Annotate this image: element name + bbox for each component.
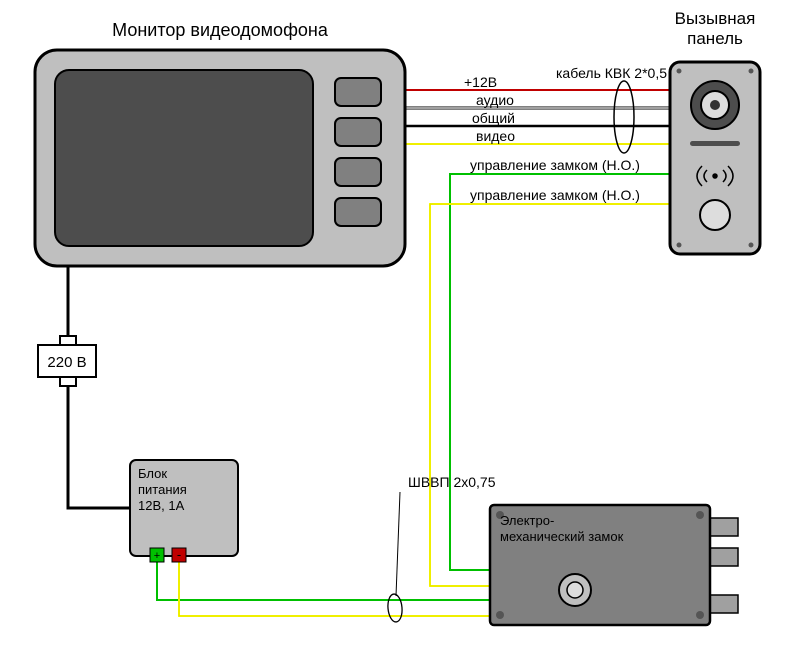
wire-psu-minus	[179, 562, 490, 616]
lock-label-2: механический замок	[500, 529, 624, 544]
lock-bolt-1	[710, 518, 738, 536]
shvvp-label: ШВВП 2х0,75	[408, 474, 496, 490]
lock-bolt-2	[710, 548, 738, 566]
monitor-button-3	[335, 158, 381, 186]
monitor-button-1	[335, 78, 381, 106]
panel-screw-tr	[749, 69, 754, 74]
monitor-button-4	[335, 198, 381, 226]
lock-bolt-3	[710, 595, 738, 613]
psu-minus-sign: -	[177, 547, 181, 562]
cable-shvvp-marker	[387, 593, 403, 622]
label-lock-ctrl-2: управление замком (Н.О.)	[470, 187, 640, 203]
label-video: видео	[476, 128, 515, 144]
speaker-slot	[690, 141, 740, 146]
psu-label-1: Блок	[138, 466, 167, 481]
cable-kvk-marker	[614, 81, 634, 153]
lock-screw-bl	[496, 611, 504, 619]
wire-psu-minus-edge	[179, 562, 490, 616]
camera-pupil	[710, 100, 720, 110]
lock-screw-br	[696, 611, 704, 619]
call-panel	[670, 62, 760, 254]
monitor-button-2	[335, 118, 381, 146]
panel-screw-br	[749, 243, 754, 248]
wire-psu-plus	[157, 562, 490, 600]
panel-title-line2: панель	[687, 29, 743, 48]
monitor-title: Монитор видеодомофона	[112, 20, 329, 40]
lock-knob-inner	[567, 582, 583, 598]
wire-mains-bottom	[68, 377, 130, 508]
label-12v: +12В	[464, 74, 497, 90]
wiring-diagram: Монитор видеодомофона Вызывная панель ка…	[0, 0, 794, 669]
lock-screw-tr	[696, 511, 704, 519]
call-button	[700, 200, 730, 230]
psu-label-3: 12В, 1А	[138, 498, 185, 513]
lock-label-1: Электро-	[500, 513, 554, 528]
label-common: общий	[472, 110, 515, 126]
panel-title-line1: Вызывная	[675, 9, 756, 28]
psu-label-2: питания	[138, 482, 187, 497]
psu-plus-sign: +	[154, 550, 160, 562]
cable-kvk-label: кабель КВК 2*0,5	[556, 65, 667, 81]
label-audio: аудио	[476, 92, 514, 108]
shvvp-leader	[396, 492, 400, 596]
monitor	[35, 50, 405, 266]
panel-screw-bl	[677, 243, 682, 248]
label-lock-ctrl-1: управление замком (Н.О.)	[470, 157, 640, 173]
mains-label: 220 В	[47, 354, 86, 371]
monitor-screen	[55, 70, 313, 246]
panel-screw-tl	[677, 69, 682, 74]
